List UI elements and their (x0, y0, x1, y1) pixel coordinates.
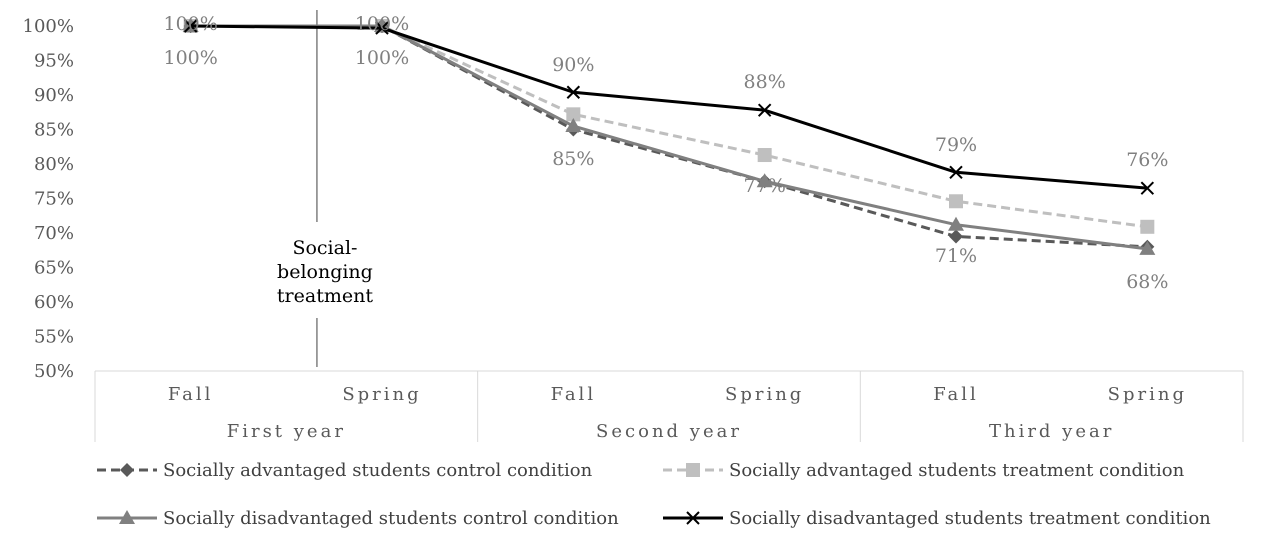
y-tick-label: 100% (23, 16, 74, 37)
legend-item: Socially advantaged students treatment c… (663, 460, 1185, 481)
y-tick-label: 95% (34, 51, 74, 72)
data-label: 77% (744, 175, 786, 197)
x-group-label: First year (227, 421, 346, 442)
x-tick-label: Fall (551, 384, 597, 405)
x-group-label: Second year (596, 421, 742, 442)
legend-item: Socially advantaged students control con… (97, 460, 593, 481)
data-label: 100% (164, 47, 218, 69)
y-tick-label: 75% (34, 189, 74, 210)
y-tick-label: 55% (34, 327, 74, 348)
data-label: 88% (744, 71, 786, 93)
series-3 (183, 19, 1155, 195)
data-label: 100% (355, 47, 409, 69)
point-marker (949, 165, 963, 179)
x-group-label: Third year (989, 421, 1114, 442)
point-marker (949, 194, 963, 209)
x-tick-label: Spring (342, 384, 421, 405)
legend-item: Socially disadvantaged students treatmen… (663, 508, 1211, 529)
y-tick-label: 70% (34, 223, 74, 244)
point-marker (566, 107, 581, 122)
series-line (190, 24, 1148, 251)
data-label: 76% (1126, 149, 1168, 171)
x-tick-label: Fall (933, 384, 979, 405)
y-tick-label: 80% (34, 154, 74, 175)
y-tick-label: 50% (34, 361, 74, 382)
legend-label: Socially advantaged students treatment c… (729, 460, 1185, 481)
point-marker (566, 85, 581, 99)
series-0 (183, 19, 1155, 254)
legend-item: Socially disadvantaged students control … (97, 508, 619, 529)
y-tick-label: 65% (34, 258, 74, 279)
x-tick-label: Fall (168, 384, 214, 405)
point-marker (686, 463, 700, 477)
data-label: 68% (1126, 271, 1168, 293)
x-tick-label: Spring (1108, 384, 1187, 405)
data-label: 85% (552, 148, 594, 170)
legend-label: Socially advantaged students control con… (163, 460, 593, 481)
point-marker (1140, 219, 1155, 234)
series-1 (183, 19, 1155, 234)
series-line (190, 24, 1148, 190)
point-marker (120, 463, 134, 477)
point-marker (948, 216, 964, 231)
point-marker (757, 148, 772, 163)
legend-label: Socially disadvantaged students treatmen… (729, 508, 1211, 529)
data-label: 71% (935, 245, 977, 267)
data-label: 100% (355, 13, 409, 35)
point-marker (1140, 181, 1155, 195)
series-2 (182, 18, 1156, 255)
y-tick-label: 60% (34, 292, 74, 313)
point-marker (183, 19, 198, 33)
series-line (190, 24, 1148, 249)
point-marker (565, 118, 582, 133)
point-marker (1139, 240, 1156, 255)
point-marker (757, 103, 772, 117)
data-label: 79% (935, 134, 977, 156)
point-marker (119, 510, 135, 524)
point-marker (949, 229, 963, 244)
y-tick-label: 90% (34, 85, 74, 106)
y-tick-label: 85% (34, 120, 74, 141)
series-line (190, 24, 1148, 229)
treatment-annotation: Social-belonging treatment (277, 237, 373, 307)
point-marker (686, 511, 700, 525)
data-label: 90% (552, 54, 594, 76)
data-label: 100% (164, 13, 218, 35)
x-tick-label: Spring (725, 384, 804, 405)
legend-label: Socially disadvantaged students control … (163, 508, 619, 529)
point-marker (756, 173, 773, 188)
point-marker (375, 21, 389, 35)
